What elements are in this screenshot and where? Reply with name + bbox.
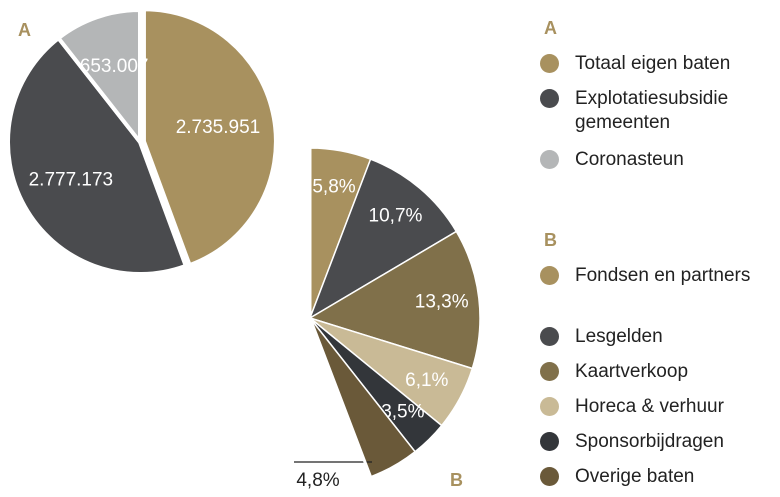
legend-swatch [540, 362, 559, 381]
slice-label: 6,1% [405, 370, 448, 391]
legend-swatch [540, 397, 559, 416]
slice-label: 3,5% [381, 402, 424, 423]
sector-outline [308, 143, 485, 482]
pie-slice [141, 7, 278, 268]
legend-label: Totaal eigen baten [575, 53, 731, 74]
legend-swatch [540, 89, 559, 108]
legend-item: Sponsorbijdragen [540, 430, 776, 454]
legend-swatch [540, 266, 559, 285]
legend-label: Explotatiesubsidie gemeenten [575, 88, 729, 133]
legend-label: Coronasteun [575, 149, 684, 170]
legend-item: Kaartverkoop [540, 360, 776, 384]
legend-swatch [540, 327, 559, 346]
legend-label: Horeca & verhuur [575, 396, 724, 417]
legend-label: Lesgelden [575, 326, 663, 347]
slice-label: 2.777.173 [29, 170, 114, 191]
legend-heading: A [544, 18, 557, 38]
slice-label: 10,7% [369, 206, 423, 227]
legend-item: Totaal eigen baten [540, 52, 776, 76]
slice-label: 653.007 [80, 56, 149, 77]
legend-label: Kaartverkoop [575, 361, 689, 382]
legend-heading: B [544, 230, 557, 250]
sector-slice [308, 230, 481, 370]
legend-swatch [540, 150, 559, 169]
legend-item: Horeca & verhuur [540, 395, 776, 419]
legend-item: Overige baten [540, 465, 776, 489]
slice-label: 5,8% [312, 177, 355, 198]
slice-label: 13,3% [415, 292, 469, 313]
legend-item: Coronasteun [540, 148, 776, 172]
legend-item: Lesgelden [540, 325, 776, 349]
legend-label: Fondsen en partners [575, 265, 751, 286]
legend-label: Overige baten [575, 466, 695, 487]
slice-label: 2.735.951 [176, 117, 261, 138]
legend-label: Sponsorbijdragen [575, 431, 724, 452]
chart-title: B [450, 470, 463, 490]
slice-label: 4,8% [296, 470, 339, 491]
legend-swatch [540, 54, 559, 73]
chart-title: A [18, 20, 31, 40]
legend-swatch [540, 467, 559, 486]
sector-slice [308, 158, 458, 320]
pie-slice [55, 7, 142, 148]
legend-swatch [540, 432, 559, 451]
pie-slice [6, 35, 189, 276]
legend-item: Explotatiesubsidie gemeenten [540, 87, 776, 135]
legend-item: Fondsen en partners [540, 264, 776, 288]
